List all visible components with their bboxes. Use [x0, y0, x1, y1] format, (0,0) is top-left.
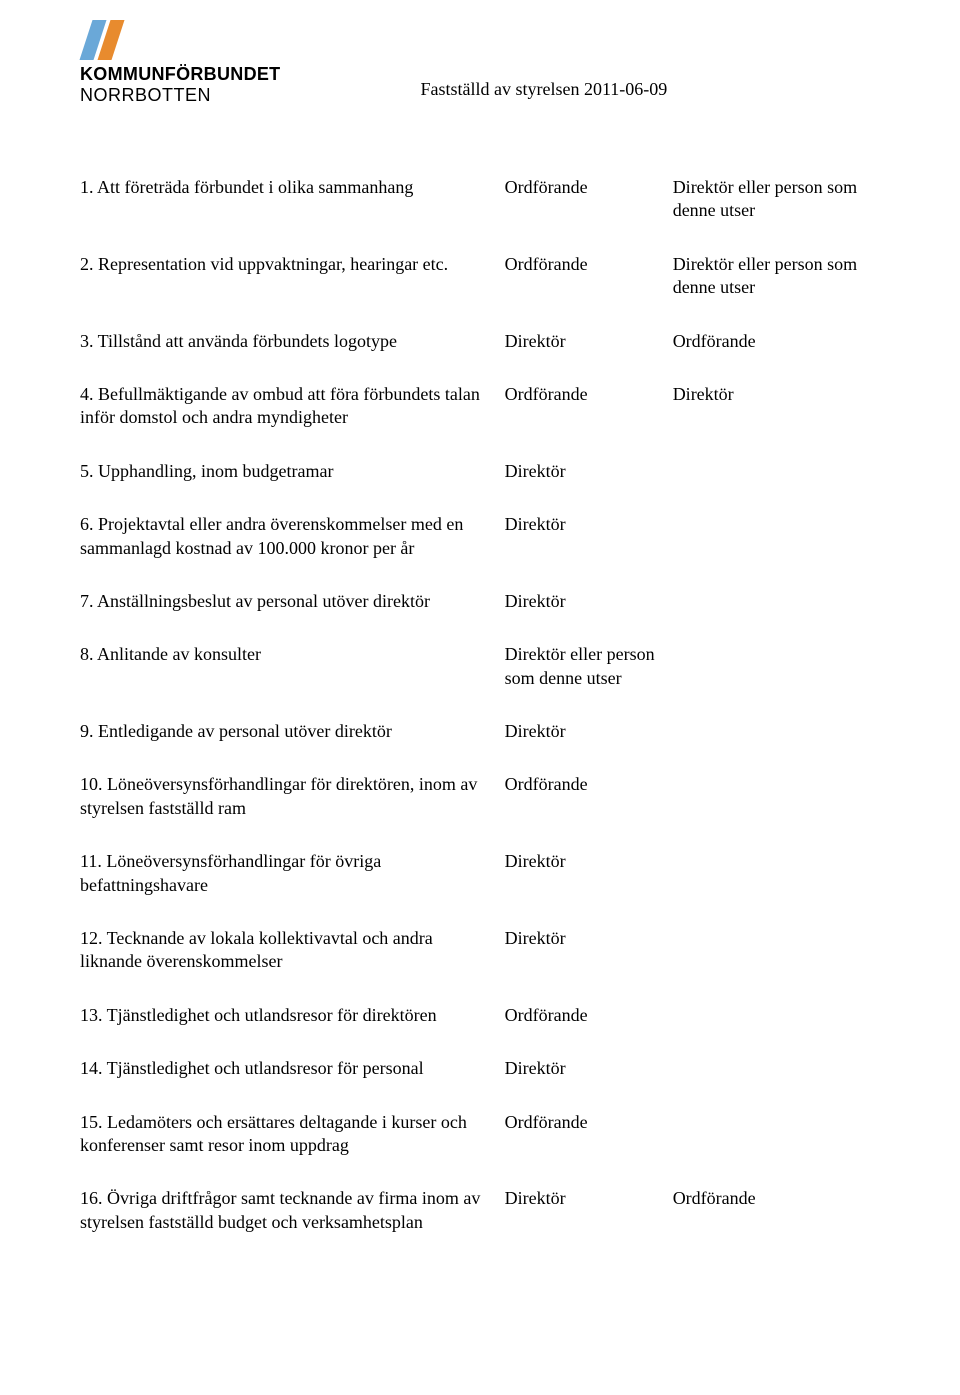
delegation-description: 14. Tjänstledighet och utlandsresor för … — [80, 1057, 505, 1080]
logo-stripes-icon — [80, 20, 125, 60]
delegation-primary: Ordförande — [505, 383, 673, 406]
delegation-row: 13. Tjänstledighet och utlandsresor för … — [80, 1004, 880, 1027]
delegation-description: 6. Projektavtal eller andra överenskomme… — [80, 513, 505, 560]
delegation-description: 3. Tillstånd att använda förbundets logo… — [80, 330, 505, 353]
delegation-row: 8. Anlitande av konsulterDirektör eller … — [80, 643, 880, 690]
delegation-primary: Direktör — [505, 1057, 673, 1080]
delegation-row: 2. Representation vid uppvaktningar, hea… — [80, 253, 880, 300]
delegation-secondary: Ordförande — [673, 1187, 880, 1210]
delegation-description: 5. Upphandling, inom budgetramar — [80, 460, 505, 483]
delegation-primary: Direktör — [505, 850, 673, 873]
page-header: KOMMUNFÖRBUNDET NORRBOTTEN Fastställd av… — [80, 20, 880, 106]
document-date-line: Fastställd av styrelsen 2011-06-09 — [420, 79, 667, 106]
delegation-description: 10. Löneöversynsförhandlingar för direkt… — [80, 773, 505, 820]
delegation-description: 12. Tecknande av lokala kollektivavtal o… — [80, 927, 505, 974]
delegation-row: 14. Tjänstledighet och utlandsresor för … — [80, 1057, 880, 1080]
delegation-row: 9. Entledigande av personal utöver direk… — [80, 720, 880, 743]
delegation-description: 2. Representation vid uppvaktningar, hea… — [80, 253, 505, 276]
delegation-secondary: Direktör eller person som denne utser — [673, 176, 880, 223]
delegation-primary: Ordförande — [505, 1004, 673, 1027]
logo-block: KOMMUNFÖRBUNDET NORRBOTTEN — [80, 20, 280, 106]
delegation-description: 15. Ledamöters och ersättares deltagande… — [80, 1111, 505, 1158]
delegation-primary: Ordförande — [505, 253, 673, 276]
delegation-description: 8. Anlitande av konsulter — [80, 643, 505, 666]
delegation-primary: Direktör — [505, 720, 673, 743]
delegation-row: 6. Projektavtal eller andra överenskomme… — [80, 513, 880, 560]
delegation-row: 16. Övriga driftfrågor samt tecknande av… — [80, 1187, 880, 1234]
delegation-secondary: Direktör eller person som denne utser — [673, 253, 880, 300]
delegation-primary: Direktör — [505, 330, 673, 353]
delegation-description: 11. Löneöversynsförhandlingar för övriga… — [80, 850, 505, 897]
delegation-secondary: Ordförande — [673, 330, 880, 353]
delegation-primary: Ordförande — [505, 1111, 673, 1134]
delegation-row: 1. Att företräda förbundet i olika samma… — [80, 176, 880, 223]
delegation-description: 4. Befullmäktigande av ombud att föra fö… — [80, 383, 505, 430]
delegation-list: 1. Att företräda förbundet i olika samma… — [80, 176, 880, 1264]
delegation-primary: Direktör — [505, 1187, 673, 1210]
delegation-row: 5. Upphandling, inom budgetramarDirektör — [80, 460, 880, 483]
delegation-row: 3. Tillstånd att använda förbundets logo… — [80, 330, 880, 353]
delegation-primary: Direktör — [505, 590, 673, 613]
delegation-primary: Direktör — [505, 513, 673, 536]
delegation-primary: Ordförande — [505, 176, 673, 199]
delegation-row: 11. Löneöversynsförhandlingar för övriga… — [80, 850, 880, 897]
delegation-description: 16. Övriga driftfrågor samt tecknande av… — [80, 1187, 505, 1234]
delegation-primary: Ordförande — [505, 773, 673, 796]
delegation-secondary: Direktör — [673, 383, 880, 406]
delegation-description: 1. Att företräda förbundet i olika samma… — [80, 176, 505, 199]
org-name-line1: KOMMUNFÖRBUNDET — [80, 64, 280, 85]
delegation-description: 13. Tjänstledighet och utlandsresor för … — [80, 1004, 505, 1027]
delegation-description: 7. Anställningsbeslut av personal utöver… — [80, 590, 505, 613]
org-name-line2: NORRBOTTEN — [80, 85, 211, 106]
delegation-primary: Direktör — [505, 460, 673, 483]
delegation-row: 12. Tecknande av lokala kollektivavtal o… — [80, 927, 880, 974]
delegation-primary: Direktör eller person som denne utser — [505, 643, 673, 690]
delegation-row: 4. Befullmäktigande av ombud att föra fö… — [80, 383, 880, 430]
delegation-primary: Direktör — [505, 927, 673, 950]
delegation-description: 9. Entledigande av personal utöver direk… — [80, 720, 505, 743]
delegation-row: 7. Anställningsbeslut av personal utöver… — [80, 590, 880, 613]
delegation-row: 10. Löneöversynsförhandlingar för direkt… — [80, 773, 880, 820]
delegation-row: 15. Ledamöters och ersättares deltagande… — [80, 1111, 880, 1158]
